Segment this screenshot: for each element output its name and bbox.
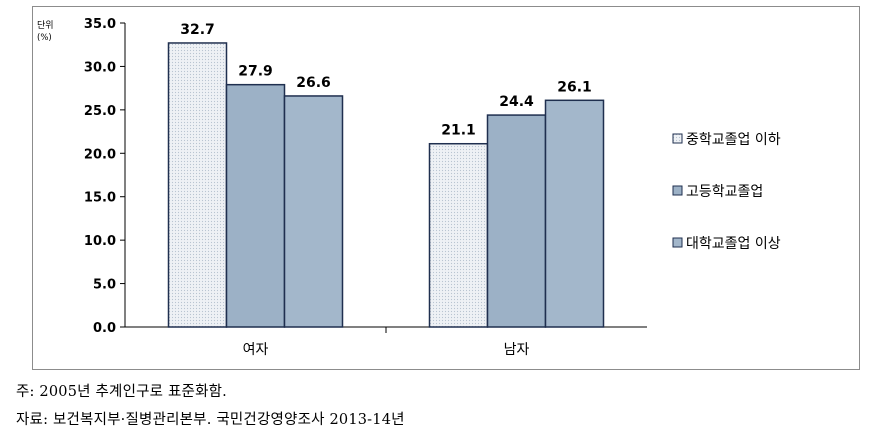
data-label: 24.4 <box>499 94 534 110</box>
bar-1-1 <box>486 114 547 328</box>
data-label: 21.1 <box>441 123 476 139</box>
data-label: 26.1 <box>557 79 592 95</box>
x-category-label: 여자 <box>243 342 269 358</box>
data-label: 26.6 <box>296 75 331 91</box>
y-tick-label: 0.0 <box>93 321 116 336</box>
bar-0-2 <box>283 95 344 328</box>
legend-swatch <box>672 185 683 196</box>
legend-swatch <box>672 133 683 144</box>
chart-frame: 단위 (%) 0.0 5.0 10.0 15.0 20.0 25.0 30.0 35.0 여자 남… <box>32 6 860 370</box>
footnote: 주: 2005년 추계인구로 표준화함. <box>16 384 227 400</box>
bar-1-2 <box>544 99 605 328</box>
legend-label: 고등학교졸업 <box>686 184 763 200</box>
y-tick-label: 35.0 <box>84 17 116 32</box>
legend-swatch <box>672 237 683 248</box>
data-label: 32.7 <box>180 22 215 38</box>
bar-1-0 <box>428 142 489 328</box>
bar-chart: 단위 (%) 0.0 5.0 10.0 15.0 20.0 25.0 30.0 35.0 여자 남… <box>37 17 781 358</box>
y-tick-label: 10.0 <box>84 234 116 249</box>
y-tick-label: 25.0 <box>84 104 116 119</box>
x-category-label: 남자 <box>504 342 530 358</box>
legend-label: 대학교졸업 이상 <box>686 236 781 252</box>
y-tick-label: 5.0 <box>93 278 116 293</box>
unit-sub-label: (%) <box>37 33 52 43</box>
legend-label: 중학교졸업 이하 <box>686 132 781 148</box>
bar-0-0 <box>167 42 228 328</box>
bar-0-1 <box>225 83 286 328</box>
y-tick-label: 20.0 <box>84 147 116 162</box>
y-tick-label: 15.0 <box>84 191 116 206</box>
data-label: 27.9 <box>238 64 273 80</box>
y-tick-label: 30.0 <box>84 60 116 75</box>
source-note: 자료: 보건복지부·질병관리본부. 국민건강영양조사 2013-14년 <box>16 412 405 428</box>
unit-label: 단위 <box>37 20 54 31</box>
